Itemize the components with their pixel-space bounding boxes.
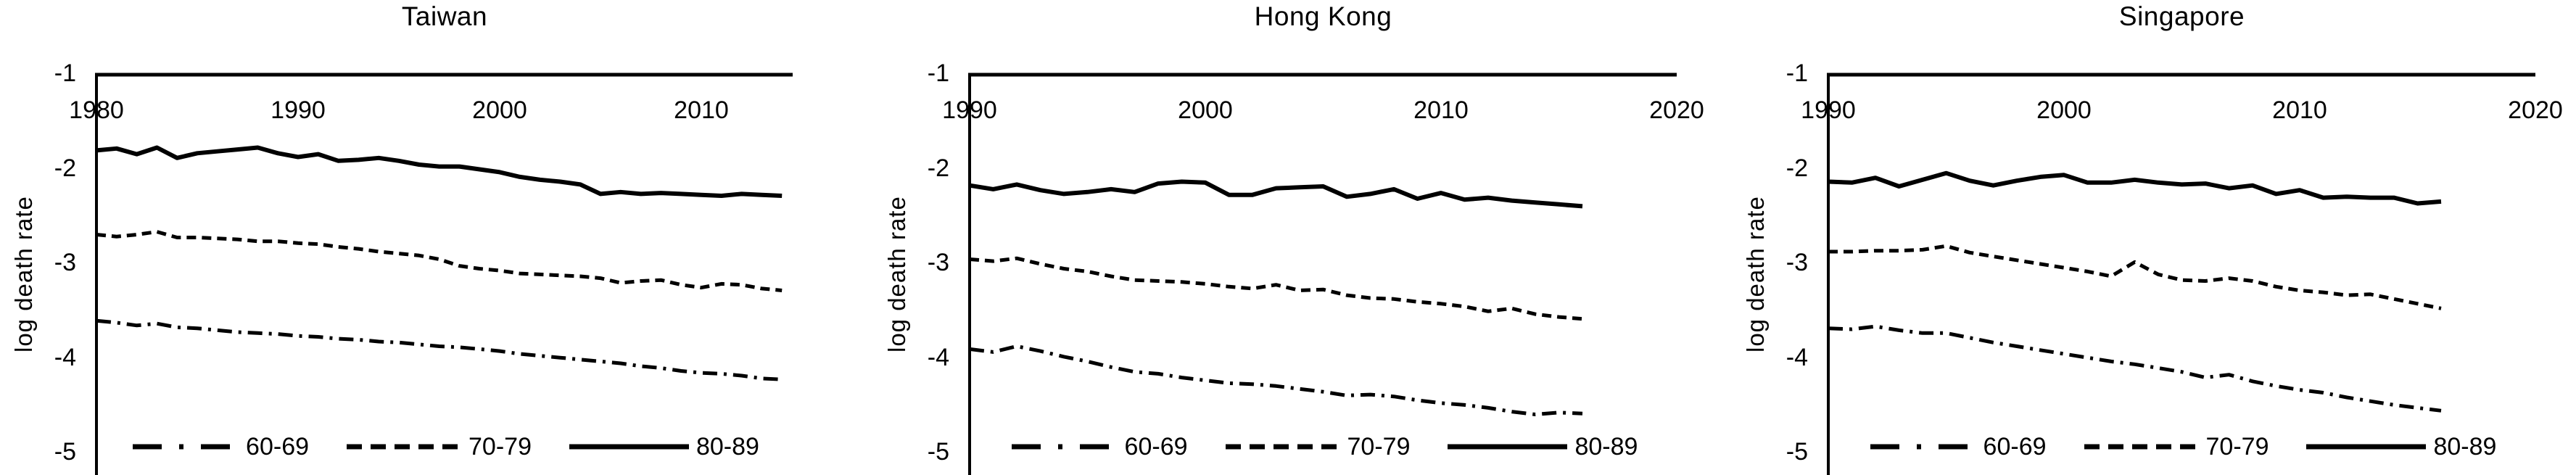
series-line-80-89 bbox=[96, 145, 783, 198]
series-line-70-79 bbox=[96, 230, 783, 292]
chart-panel-taiwan: Taiwan log death rate 60-69 70-79 80-89 … bbox=[0, 0, 859, 475]
legend: 60-69 70-79 80-89 bbox=[96, 431, 793, 463]
legend-label: 80-89 bbox=[2433, 433, 2497, 460]
series-line-80-89 bbox=[1828, 170, 2442, 206]
legend-item: 70-79 bbox=[2084, 431, 2269, 463]
chart-canvas bbox=[95, 73, 793, 475]
x-tick-label: 2020 bbox=[1649, 96, 1704, 124]
legend-line-dashdot-icon bbox=[133, 444, 236, 450]
legend-line-dashdot-icon bbox=[1011, 444, 1115, 450]
series-line-70-79 bbox=[969, 256, 1583, 321]
legend-line-dashed-icon bbox=[347, 444, 462, 450]
x-tick-label: 2010 bbox=[674, 96, 729, 124]
y-tick-label: -5 bbox=[1786, 438, 1808, 466]
x-tick-label: 1980 bbox=[69, 96, 124, 124]
legend-label: 60-69 bbox=[1983, 433, 2047, 460]
legend-label: 70-79 bbox=[1347, 433, 1411, 460]
y-tick-label: -2 bbox=[54, 154, 76, 182]
chart-panel-hong-kong: Hong Kong log death rate 60-69 70-79 80-… bbox=[859, 0, 1717, 475]
legend-line-dashed-icon bbox=[2084, 444, 2199, 450]
legend-label: 60-69 bbox=[246, 433, 310, 460]
y-tick-label: -2 bbox=[927, 154, 949, 182]
chart-canvas bbox=[1827, 73, 2535, 475]
y-tick-label: -1 bbox=[1786, 59, 1808, 87]
legend-line-dashed-icon bbox=[1225, 444, 1340, 450]
legend-line-dashdot-icon bbox=[1870, 444, 1973, 450]
chart-panel-singapore: Singapore log death rate 60-69 70-79 80-… bbox=[1717, 0, 2576, 475]
legend: 60-69 70-79 80-89 bbox=[970, 431, 1677, 463]
legend-label: 70-79 bbox=[468, 433, 532, 460]
y-tick-label: -2 bbox=[1786, 154, 1808, 182]
y-tick-label: -1 bbox=[54, 59, 76, 87]
legend-item: 80-89 bbox=[1448, 431, 1638, 463]
legend-item: 80-89 bbox=[569, 431, 759, 463]
x-tick-label: 1990 bbox=[942, 96, 997, 124]
legend-item: 70-79 bbox=[1225, 431, 1411, 463]
legend-item: 80-89 bbox=[2306, 431, 2496, 463]
legend-line-solid-icon bbox=[1448, 444, 1568, 450]
x-tick-label: 2000 bbox=[2036, 96, 2092, 124]
series-line-80-89 bbox=[969, 179, 1583, 209]
x-tick-label: 1990 bbox=[1801, 96, 1856, 124]
series-line-70-79 bbox=[1828, 244, 2442, 310]
chart-title: Singapore bbox=[2118, 1, 2245, 31]
y-tick-label: -3 bbox=[927, 249, 949, 276]
x-tick-label: 1990 bbox=[271, 96, 326, 124]
y-tick-label: -3 bbox=[1786, 249, 1808, 276]
chart-title: Taiwan bbox=[401, 1, 488, 31]
y-tick-label: -4 bbox=[1786, 343, 1808, 371]
legend-label: 70-79 bbox=[2205, 433, 2269, 460]
series-line-60-69 bbox=[96, 318, 783, 381]
legend-line-solid-icon bbox=[2306, 444, 2427, 450]
legend-line-solid-icon bbox=[569, 444, 689, 450]
y-tick-label: -1 bbox=[927, 59, 949, 87]
chart-canvas bbox=[968, 73, 1677, 475]
y-tick-label: -5 bbox=[927, 438, 949, 466]
series-line-60-69 bbox=[1828, 324, 2442, 413]
legend-item: 60-69 bbox=[130, 431, 309, 463]
x-tick-label: 2000 bbox=[1178, 96, 1233, 124]
x-tick-label: 2010 bbox=[2272, 96, 2327, 124]
legend: 60-69 70-79 80-89 bbox=[1828, 431, 2535, 463]
x-tick-label: 2020 bbox=[2508, 96, 2563, 124]
y-tick-label: -5 bbox=[54, 438, 76, 466]
y-tick-label: -3 bbox=[54, 249, 76, 276]
x-tick-label: 2000 bbox=[472, 96, 527, 124]
series-line-60-69 bbox=[969, 344, 1583, 416]
chart-title: Hong Kong bbox=[1254, 1, 1392, 31]
y-tick-label: -4 bbox=[927, 343, 949, 371]
y-tick-label: -4 bbox=[54, 343, 76, 371]
legend-label: 60-69 bbox=[1124, 433, 1188, 460]
legend-label: 80-89 bbox=[695, 433, 759, 460]
legend-item: 70-79 bbox=[347, 431, 532, 463]
legend-item: 60-69 bbox=[1009, 431, 1188, 463]
x-tick-label: 2010 bbox=[1413, 96, 1469, 124]
legend-label: 80-89 bbox=[1574, 433, 1638, 460]
legend-item: 60-69 bbox=[1867, 431, 2047, 463]
